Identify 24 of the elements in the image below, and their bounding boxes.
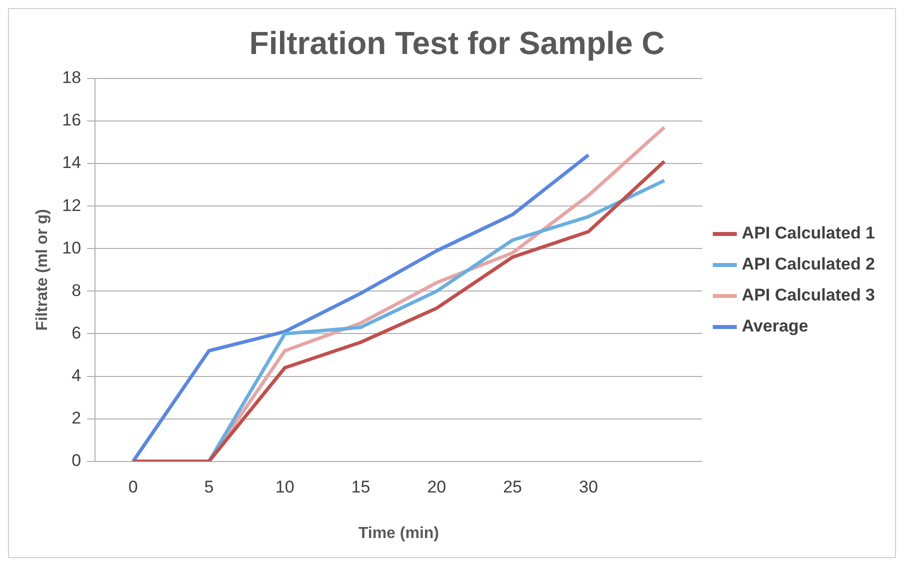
y-tick-label: 10 — [62, 238, 82, 258]
y-tick-label: 4 — [72, 366, 82, 385]
x-tick-label: 20 — [427, 477, 446, 496]
x-axis-title: Time (min) — [358, 524, 440, 542]
y-tick-label: 18 — [62, 68, 82, 88]
y-tick-label: 12 — [62, 196, 82, 215]
legend-label: Average — [742, 316, 808, 336]
x-tick-label: 15 — [351, 477, 370, 496]
y-tick-label: 14 — [62, 153, 82, 172]
legend-label: API Calculated 1 — [742, 224, 876, 243]
x-tick-label: 25 — [503, 477, 522, 496]
y-tick-label: 2 — [72, 408, 82, 428]
y-tick-label: 6 — [72, 323, 82, 342]
y-tick-label: 8 — [72, 280, 82, 300]
x-tick-label: 30 — [578, 477, 598, 496]
y-tick-label: 0 — [72, 451, 82, 470]
chart-title: Filtration Test for Sample C — [249, 25, 665, 62]
y-axis-title: Filtrate (ml or g) — [34, 209, 52, 331]
legend-label: API Calculated 3 — [742, 286, 876, 305]
x-tick-label: 5 — [204, 477, 214, 496]
x-tick-label: 10 — [275, 477, 294, 496]
legend-label: API Calculated 2 — [742, 254, 876, 274]
y-tick-label: 16 — [62, 110, 82, 130]
x-tick-label: 0 — [128, 477, 138, 496]
